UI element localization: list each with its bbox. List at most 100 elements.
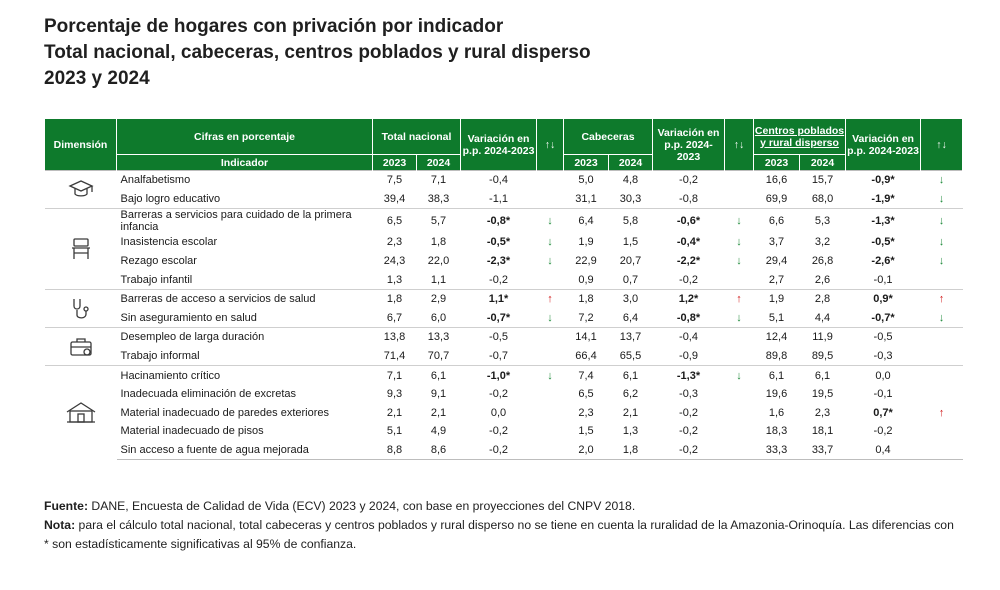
arrow-up-icon: ↑ [938, 406, 945, 419]
variation-cell: -0,7* [486, 311, 511, 324]
header-centros: Centros poblados y rural disperso [753, 119, 847, 155]
table-row: Hacinamiento crítico 7,1 6,1 -1,0* ↓ 7,4 6,1 -1… [44, 365, 963, 460]
value-cell: 7,4 [563, 365, 609, 385]
variation-cell: -0,2 [652, 169, 725, 190]
variation-cell: 1,1* [460, 288, 537, 309]
value-cell: 5,1 [768, 311, 785, 324]
arrow-cell [921, 347, 963, 366]
variation-cell: -0,2 [873, 425, 893, 438]
variation-cell: -0,1 [873, 388, 893, 401]
variation-cell: 0,7* [873, 406, 893, 419]
indicator-label: Hacinamiento crítico [116, 365, 373, 385]
header-centros-label: Centros poblados y rural disperso [754, 124, 845, 149]
variation-cell: -0,7 [489, 350, 508, 363]
nota-text: para el cálculo total nacional, total ca… [44, 518, 954, 551]
table-body: Analfabetismo 7,5 7,1 -0,4 5,0 4,8 -0,2 16,6 15,… [44, 169, 963, 461]
value-cell: 1,1 [430, 273, 447, 286]
arrow-up-icon: ↑ [920, 288, 963, 309]
indicator-label: Desempleo de larga duración [116, 327, 373, 347]
value-cell: 6,4 [563, 208, 609, 234]
indicator-label: Barreras de acceso a servicios de salud [116, 288, 373, 309]
value-cell: 69,9 [765, 192, 788, 205]
value-cell: 6,7 [386, 311, 403, 324]
table-row: Trabajo informal 71,4 70,7 -0,7 66,4 65,5 -0,9… [45, 347, 963, 366]
fuente-text: DANE, Encuesta de Calidad de Vida (ECV) … [88, 499, 636, 513]
variation-cell: -0,2 [679, 406, 698, 419]
header-tn-2024: 2024 [415, 154, 462, 171]
table-row: Bajo logro educativo 39,4 38,3 -1,1 31,1 30,3… [45, 190, 963, 209]
header-tn-2023: 2023 [372, 154, 417, 171]
variation-cell: -0,7* [871, 311, 895, 324]
nota-label: Nota: [44, 518, 76, 532]
header-variacion-cp: Variación en p.p. 2024-2023 [845, 119, 922, 171]
variation-cell: -0,6* [652, 208, 725, 234]
header-ca-2024: 2024 [608, 154, 654, 171]
value-cell: 14,1 [563, 327, 609, 347]
value-cell: 18,3 [765, 425, 788, 438]
value-cell: 7,1 [416, 169, 461, 190]
value-cell: 3,0 [608, 288, 653, 309]
indicator-label: Material inadecuado de pisos [120, 425, 264, 438]
table-row: Inadecuada eliminación de excretas 9,3 9,1… [45, 385, 963, 404]
value-cell: 6,4 [622, 311, 639, 324]
value-cell: 9,3 [386, 388, 403, 401]
value-cell: 13,8 [372, 327, 417, 347]
variation-cell: -1,9* [871, 192, 895, 205]
variation-cell: -0,8 [679, 192, 698, 205]
value-cell: 2,1 [386, 406, 403, 419]
value-cell: 6,2 [622, 388, 639, 401]
indicator-label: Sin acceso a fuente de agua mejorada [116, 440, 373, 461]
arrow-down-icon: ↓ [920, 208, 963, 234]
arrow-cell [725, 347, 754, 366]
value-cell: 3,2 [814, 236, 831, 249]
value-cell: 6,1 [608, 365, 653, 385]
variation-cell: -2,6* [871, 255, 895, 268]
variation-cell: 0,0 [845, 365, 921, 385]
header-cp-2023: 2023 [753, 154, 801, 171]
indicator-label: Rezago escolar [120, 255, 197, 268]
variation-cell: -2,2* [676, 255, 701, 268]
value-cell: 68,0 [811, 192, 834, 205]
fuente-note: Fuente: DANE, Encuesta de Calidad de Vid… [44, 497, 960, 516]
value-cell: 38,3 [427, 192, 450, 205]
value-cell: 0,7 [622, 273, 639, 286]
arrow-cell [537, 190, 564, 209]
value-cell: 89,5 [811, 350, 834, 363]
arrow-down-icon: ↓ [938, 192, 945, 205]
arrow-down-icon: ↓ [938, 236, 945, 249]
table-row: Material inadecuado de paredes exteriore… [45, 404, 963, 423]
value-cell: 4,9 [430, 425, 447, 438]
value-cell: 1,8 [430, 236, 447, 249]
header-indicador: Indicador [116, 154, 373, 171]
value-cell: 33,3 [753, 440, 800, 461]
value-cell: 7,5 [372, 169, 417, 190]
header-cifras: Cifras en porcentaje [116, 119, 373, 155]
arrow-down-icon: ↓ [724, 365, 754, 385]
arrow-cell [537, 347, 564, 366]
value-cell: 19,5 [811, 388, 834, 401]
work-icon [44, 327, 117, 366]
variation-cell: -0,5* [486, 236, 511, 249]
variation-cell: -0,8* [460, 208, 537, 234]
value-cell: 6,1 [416, 365, 461, 385]
arrow-down-icon: ↓ [547, 236, 553, 249]
childhood-icon [44, 208, 117, 290]
arrow-down-icon: ↓ [536, 365, 564, 385]
value-cell: 6,5 [578, 388, 594, 401]
arrow-cell [536, 327, 564, 347]
variation-cell: 0,9* [845, 288, 921, 309]
arrow-down-icon: ↓ [938, 311, 945, 324]
value-cell: 2,6 [814, 273, 831, 286]
variation-cell: -0,4* [676, 236, 701, 249]
header-arrows-cp: ↑↓ [920, 119, 964, 171]
value-cell: 16,6 [753, 169, 800, 190]
value-cell: 2,3 [386, 236, 403, 249]
arrow-cell [725, 190, 754, 209]
indicator-label: Inadecuada eliminación de excretas [120, 388, 297, 401]
arrow-down-icon: ↓ [938, 255, 945, 268]
arrow-cell [725, 385, 754, 404]
value-cell: 33,7 [799, 440, 846, 461]
value-cell: 2,8 [799, 288, 846, 309]
value-cell: 2,0 [563, 440, 609, 461]
title-line-2: Total nacional, cabeceras, centros pobla… [44, 42, 591, 63]
